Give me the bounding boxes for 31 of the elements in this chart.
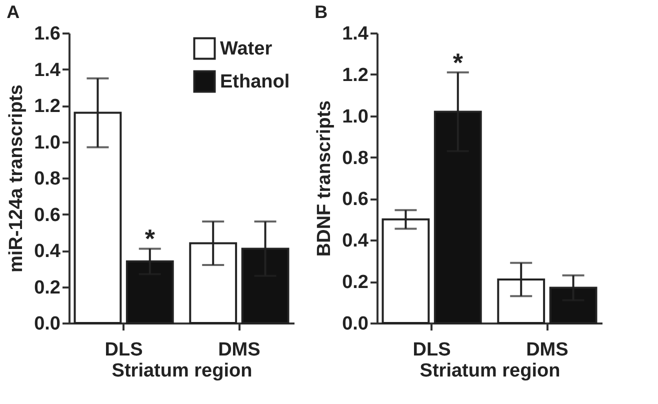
y-tick-label: 0.4 (34, 241, 61, 262)
x-tick-label: DLS (104, 340, 143, 360)
legend-label: Water (220, 38, 273, 60)
y-tick-label: 0.2 (342, 272, 368, 294)
y-tick-label: 1.4 (342, 24, 369, 44)
y-tick-label: 1.6 (34, 24, 60, 44)
y-tick-label: 1.2 (34, 96, 60, 117)
chart-title: B (314, 2, 328, 22)
y-axis-title: miR-124a transcripts (6, 84, 28, 272)
y-axis-title: BDNF transcripts (314, 100, 336, 257)
x-tick-label: DMS (218, 340, 260, 360)
y-tick-label: 0.2 (34, 277, 60, 298)
x-axis-title: Striatum region (112, 360, 252, 382)
y-tick-label: 0.4 (342, 230, 369, 252)
y-tick-label: 0.0 (34, 314, 60, 334)
y-tick-label: 0.6 (34, 204, 60, 226)
y-tick-label: 1.0 (34, 132, 60, 154)
annotation: * (452, 47, 464, 78)
annotation: * (144, 224, 156, 254)
legend-label: Ethanol (220, 72, 290, 92)
x-tick-label: DLS (412, 340, 451, 360)
y-tick-label: 1.2 (342, 64, 368, 86)
x-tick-label: DMS (526, 340, 568, 360)
chart-title: A (6, 2, 20, 22)
y-tick-label: 0.8 (34, 168, 60, 190)
y-tick-label: 0.6 (342, 189, 368, 210)
y-tick-label: 1.4 (34, 60, 61, 81)
y-tick-label: 1.0 (342, 106, 368, 128)
y-tick-label: 0.8 (342, 148, 368, 169)
x-axis-title: Striatum region (420, 360, 560, 382)
y-tick-label: 0.0 (342, 314, 368, 334)
